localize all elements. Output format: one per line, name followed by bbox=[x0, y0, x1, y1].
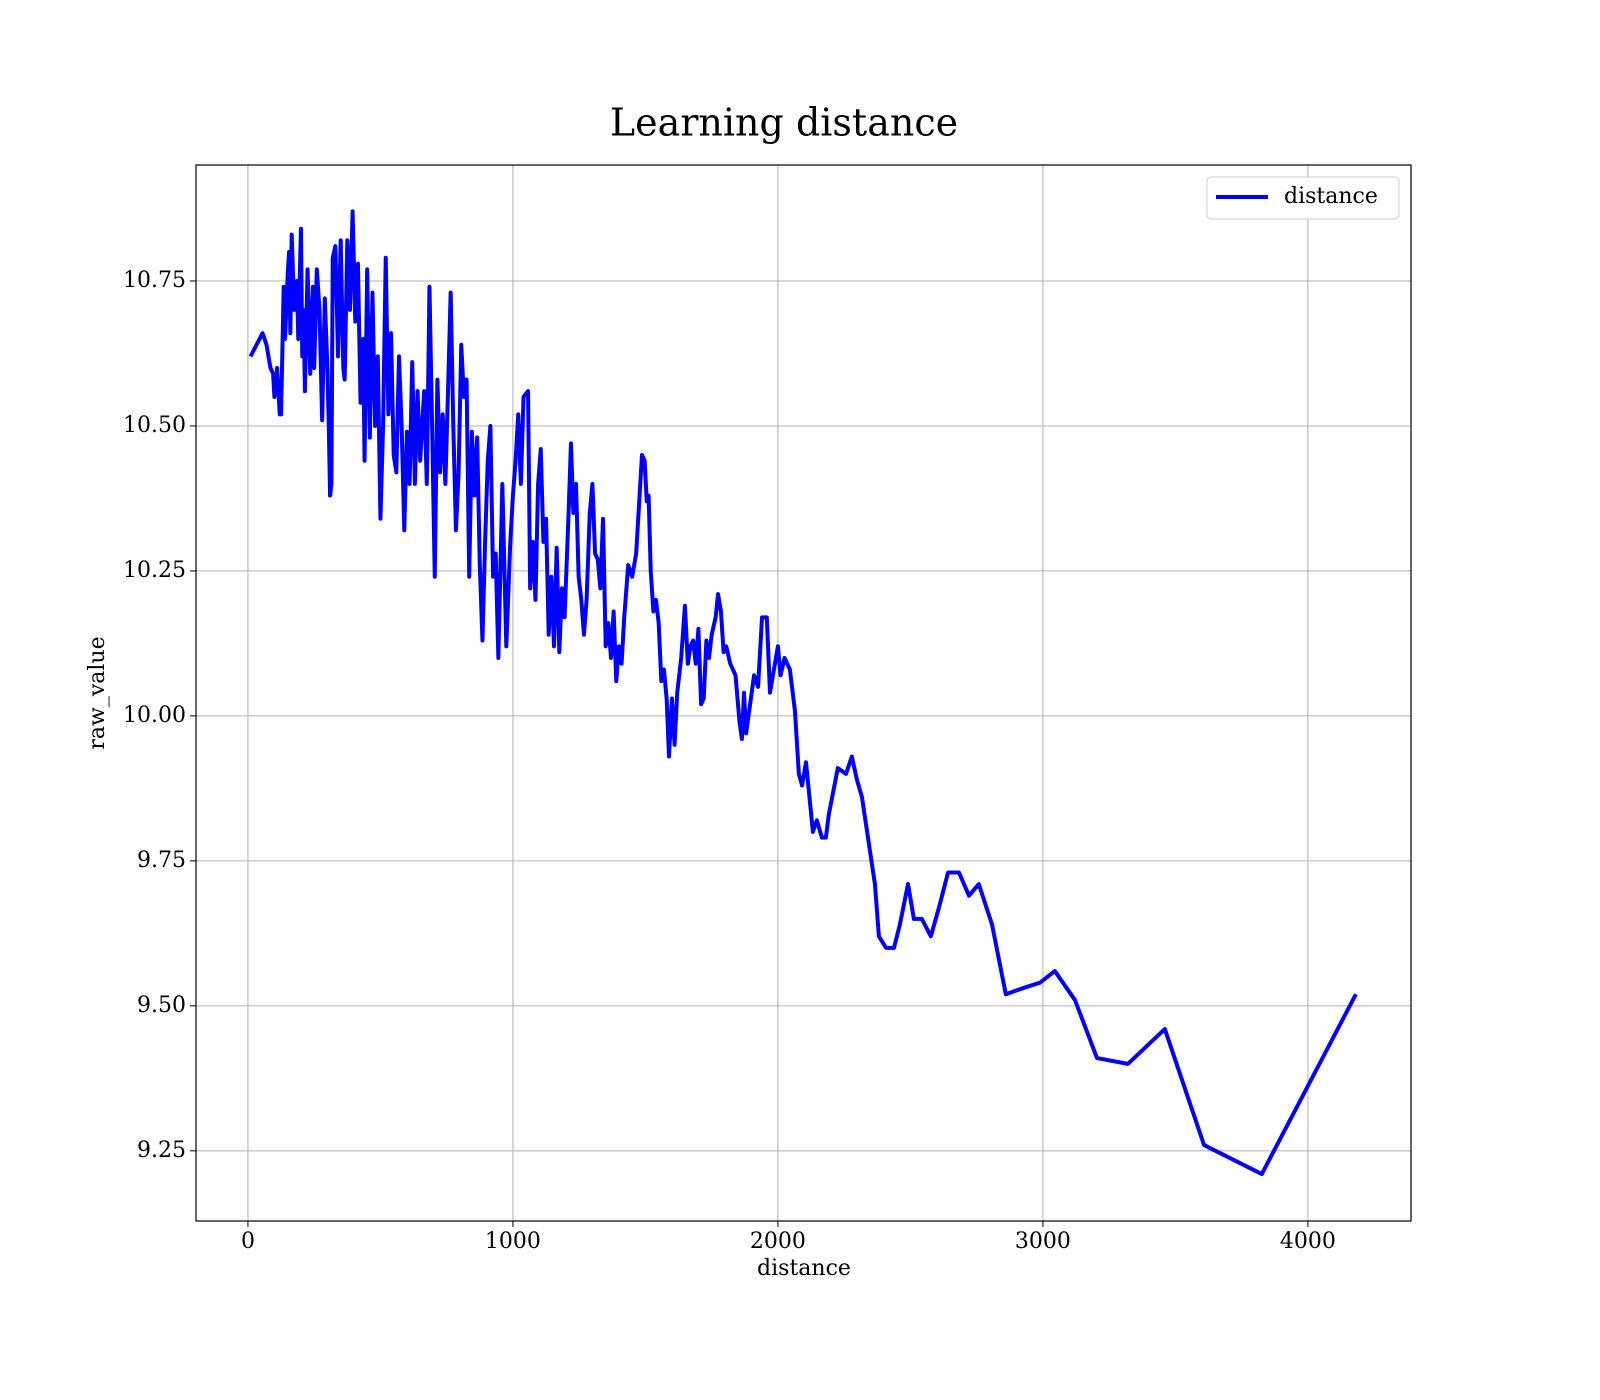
x-tick-label: 4000 bbox=[1280, 1229, 1336, 1254]
y-axis-label: raw_value bbox=[85, 636, 110, 749]
y-tick-label: 10.00 bbox=[123, 703, 186, 728]
x-tick-label: 0 bbox=[241, 1229, 255, 1254]
legend-box bbox=[1206, 176, 1400, 220]
y-tick-label: 9.25 bbox=[137, 1138, 186, 1163]
x-tick-label: 1000 bbox=[485, 1229, 541, 1254]
legend: distance bbox=[1206, 176, 1400, 220]
grid bbox=[196, 165, 1411, 1221]
y-tick-label: 9.50 bbox=[137, 993, 186, 1018]
x-axis-label: distance bbox=[757, 1256, 851, 1281]
legend-label: distance bbox=[1284, 184, 1378, 209]
y-tick-label: 10.25 bbox=[123, 558, 186, 583]
y-tick-label: 10.75 bbox=[123, 268, 186, 293]
data-line bbox=[248, 209, 1358, 1177]
y-tick-label: 9.75 bbox=[137, 848, 186, 873]
x-tick-label: 3000 bbox=[1015, 1229, 1071, 1254]
y-tick-label: 10.50 bbox=[123, 413, 186, 438]
chart-title: Learning distance bbox=[610, 101, 958, 145]
x-tick-label: 2000 bbox=[750, 1229, 806, 1254]
axes-frame bbox=[195, 164, 1412, 1222]
plot-area bbox=[248, 209, 1358, 1177]
